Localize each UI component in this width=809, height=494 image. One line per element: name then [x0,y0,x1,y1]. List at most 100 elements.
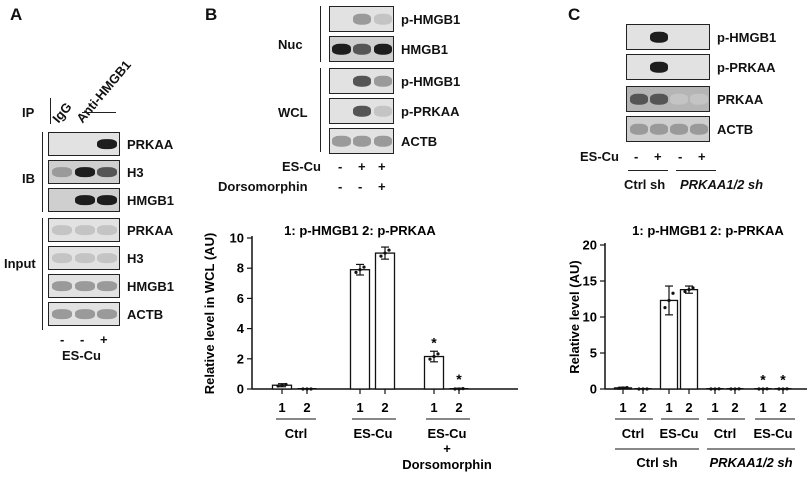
chart-c-point-5-2 [737,387,741,391]
input-label: Input [4,256,36,271]
chart-c-point-7-0 [777,387,781,391]
chart-c-sig-6: * [760,372,766,388]
chart-c-point-7-2 [785,387,789,391]
chart-c-group-label-3: ES-Cu [754,426,793,441]
chart-b-point-4-2 [436,352,440,356]
c-row-label-0: p-HMGB1 [717,30,777,45]
b-escu-sign-0: - [338,159,343,174]
blot-c-phmgb1 [626,24,710,50]
ip-divider-line [50,98,51,124]
chart-c-point-3-1 [687,288,691,292]
ip-anti-hmgb1-label: Anti-HMGB1 [73,57,134,126]
chart-b-point-3-2 [387,248,391,252]
chart-b-point-4-0 [428,357,432,361]
chart-b-bar-label-3: 2 [381,400,388,415]
chart-c-point-2-0 [663,306,667,310]
chart-b-ytick-label: 8 [237,261,244,276]
a-ib-row-label-0: PRKAA [127,137,174,152]
c-escu-sign-2: - [678,149,683,164]
c-group-ctrl-sh: Ctrl sh [624,177,666,192]
a-sign-1: - [80,332,85,347]
b-escu-label: ES-Cu [282,159,321,174]
chart-c-point-0-2 [625,385,629,390]
blot-a-ib-hmgb1 [48,188,120,212]
blot-a-ib-h3 [48,160,120,184]
chart-c: 1: p-HMGB1 2: p-PRKAA Relative level (AU)… [567,223,807,470]
chart-c-ytick-label: 5 [590,346,597,361]
b-wcl-label: WCL [278,105,308,120]
blot-a-input-hmgb1 [48,274,120,298]
blot-a-input-prkaa [48,218,120,242]
chart-c-point-5-0 [729,387,733,391]
a-input-row-label-3: ACTB [127,307,164,322]
chart-b-point-5-0 [453,387,457,391]
chart-c-point-2-1 [667,298,671,303]
chart-b-group-label-1: ES-Cu [354,426,393,441]
c-escu-sign-3: + [698,149,706,164]
chart-c-point-2-2 [671,291,675,295]
c-escu-label: ES-Cu [580,149,619,164]
b-dorso-sign-1: - [358,179,363,194]
c-escu-sign-0: - [634,149,639,164]
blot-a-input-actb [48,302,120,326]
b-nuc-row-label-1: HMGB1 [401,42,448,57]
b-escu-sign-1: + [358,159,366,174]
chart-c-bar-label-1: 2 [639,400,646,415]
chart-c-point-4-1 [713,387,717,391]
chart-c-point-1-1 [641,387,645,391]
b-nuc-row-label-0: p-HMGB1 [401,12,461,27]
chart-c-bar-label-6: 1 [759,400,766,415]
chart-b-ylabel: Relative level in WCL (AU) [202,233,217,395]
chart-b-point-2-0 [354,270,358,274]
b-escu-sign-2: + [378,159,386,174]
b-nuc-label: Nuc [278,37,303,52]
chart-b-point-4-1 [432,354,436,359]
chart-b-bar-label-5: 2 [455,400,462,415]
chart-c-ytick-label: 0 [590,382,597,397]
panel-b-letter: B [205,5,218,24]
c-row-label-2: PRKAA [717,92,764,107]
ip-igg-label: IgG [49,99,75,126]
b-dorso-label: Dorsomorphin [218,179,308,194]
a-input-row-label-1: H3 [127,251,144,266]
chart-b-point-1-0 [301,387,305,391]
chart-b-point-2-1 [358,268,362,272]
ip-label: IP [22,105,35,120]
chart-b-bar-2 [349,269,371,390]
chart-c-bar-3 [679,288,699,390]
chart-b-title: 1: p-HMGB1 2: p-PRKAA [284,223,436,238]
b-nuc-bracket [320,6,321,62]
b-wcl-row-label-1: p-PRKAA [401,104,460,119]
chart-b-ytick-label: 4 [237,321,245,336]
c-row-label-1: p-PRKAA [717,60,776,75]
chart-c-point-4-0 [709,387,713,391]
chart-c-point-6-1 [761,387,765,391]
panel-a-letter: A [10,5,23,24]
c-ctrl-sh-line [628,170,668,171]
chart-c-point-6-2 [765,387,769,391]
chart-b-point-0-0 [276,384,280,388]
chart-b-sig-4: * [431,334,437,350]
b-wcl-row-label-0: p-HMGB1 [401,74,461,89]
chart-b-point-3-1 [383,251,387,255]
chart-b-point-1-2 [309,387,313,391]
chart-c-point-3-2 [691,286,695,290]
chart-b-point-5-2 [461,387,465,391]
chart-c-point-1-0 [637,387,641,391]
chart-b-group-dorsomorphin: Dorsomorphin [402,457,492,472]
chart-b-bar-label-0: 1 [278,400,285,415]
chart-c-bar-label-4: 1 [711,400,718,415]
chart-c-ytick-label: 15 [583,274,597,289]
chart-b-group-label-0: Ctrl [285,426,307,441]
chart-c-bar-label-3: 2 [685,400,692,415]
chart-b-sig-5: * [456,371,462,387]
c-prkaa-sh-line [676,170,716,171]
chart-b-point-2-2 [362,265,366,269]
blot-a-ib-prkaa [48,132,120,156]
a-input-row-label-0: PRKAA [127,223,174,238]
blot-b-wcl-phmgb1 [329,68,394,94]
chart-b: 1: p-HMGB1 2: p-PRKAA Relative level in W… [202,223,518,472]
chart-c-group-label-0: Ctrl [622,426,644,441]
blot-c-prkaa [626,86,710,112]
b-dorso-sign-2: + [378,179,386,194]
